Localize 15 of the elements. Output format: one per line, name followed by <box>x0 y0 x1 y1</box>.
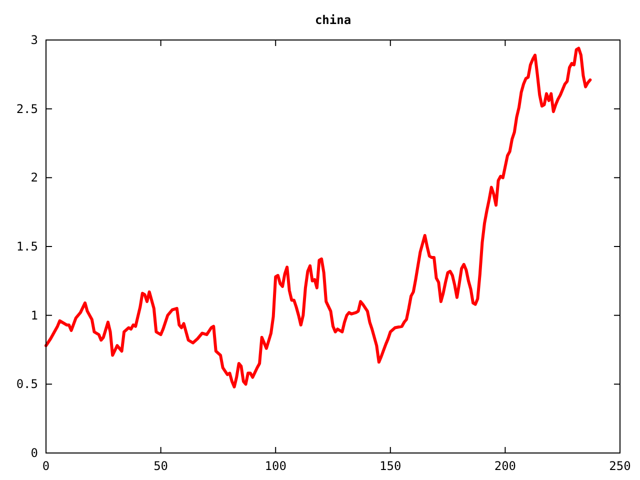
chart-title: china <box>314 13 352 27</box>
x-tick-label: 100 <box>264 459 286 473</box>
line-series <box>44 46 592 388</box>
y-tick-label: 0 <box>30 446 38 460</box>
y-tick-label: 1 <box>30 308 38 322</box>
x-tick-label: 250 <box>609 459 631 473</box>
y-tick-label: 2.5 <box>16 102 38 116</box>
x-tick-label: 150 <box>380 459 402 473</box>
y-tick-label: 3 <box>30 33 38 47</box>
x-tick-label: 0 <box>42 459 50 473</box>
y-tick-label: 2 <box>30 170 38 185</box>
x-tick-label: 50 <box>154 459 168 473</box>
y-tick-label: 1.5 <box>16 240 38 254</box>
x-tick-label: 200 <box>494 459 516 473</box>
y-tick-label: 0.5 <box>16 377 38 392</box>
